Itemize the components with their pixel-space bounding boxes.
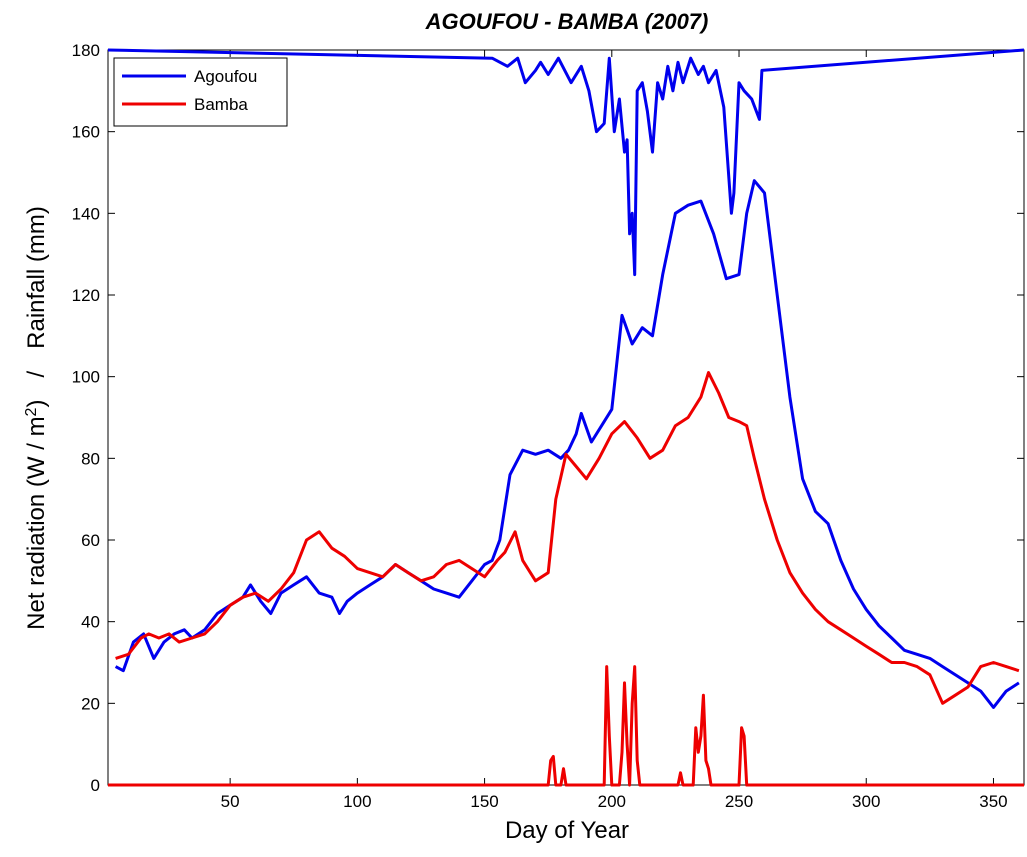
x-tick-label: 200: [598, 792, 626, 811]
legend: Agoufou Bamba: [113, 57, 288, 127]
x-tick-label: 50: [221, 792, 240, 811]
y-tick-label: 20: [81, 694, 100, 713]
y-tick-label: 100: [72, 368, 100, 387]
y-label-superscript: 2: [23, 407, 40, 416]
y-tick-label: 0: [91, 776, 100, 795]
x-tick-label: 250: [725, 792, 753, 811]
x-axis-label: Day of Year: [505, 817, 629, 844]
y-label-separator: /: [23, 371, 50, 378]
series-line-agoufou: [114, 179, 1020, 709]
legend-box: [113, 57, 288, 127]
series-line-bamba: [115, 371, 1020, 705]
series-line-bamba-rainfall: [108, 665, 1024, 787]
y-label-net-radiation: Net radiation (W / m: [23, 416, 50, 629]
data-series: [107, 48, 1025, 787]
x-tick-label: 300: [852, 792, 880, 811]
plot-area: [107, 49, 1025, 786]
y-tick-label: 160: [72, 123, 100, 142]
x-tick-label: 350: [979, 792, 1007, 811]
chart-title: AGOUFOU - BAMBA (2007): [425, 9, 709, 34]
y-label-close-paren: ): [23, 400, 50, 408]
y-tick-label: 180: [72, 41, 100, 60]
y-tick-label: 120: [72, 286, 100, 305]
y-tick-label: 60: [81, 531, 100, 550]
axis-ticks: 50 100 150 200 250 300 350 0 20 40 60 80 100 120 140 16…: [72, 41, 1024, 811]
y-label-rainfall: Rainfall (mm): [23, 206, 50, 349]
y-tick-label: 40: [81, 613, 100, 632]
y-axis-label: Net radiation (W / m2) / Rainfall (mm): [23, 206, 51, 630]
series-line-agoufou-rainfall: [107, 48, 1025, 277]
legend-label-agoufou: Agoufou: [194, 67, 257, 86]
y-tick-label: 80: [81, 449, 100, 468]
legend-label-bamba: Bamba: [194, 95, 248, 114]
x-tick-label: 150: [470, 792, 498, 811]
x-tick-label: 100: [343, 792, 371, 811]
y-tick-label: 140: [72, 204, 100, 223]
